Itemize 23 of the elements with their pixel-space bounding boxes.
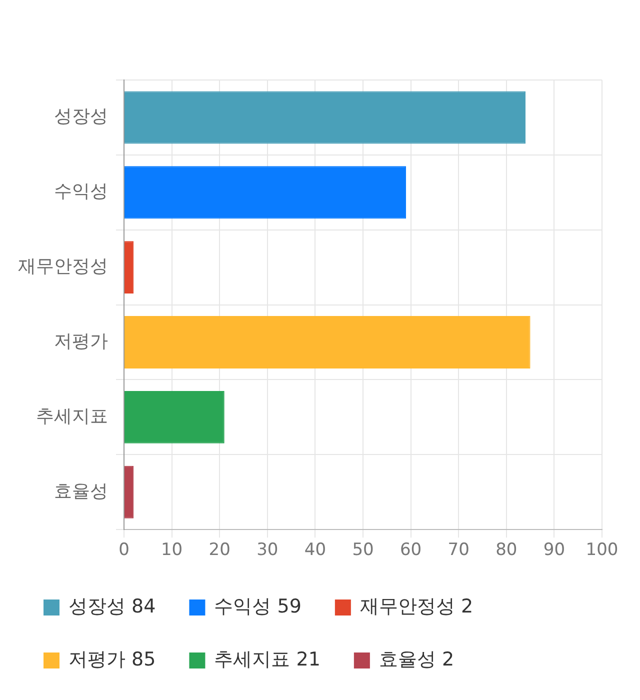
- x-tick-label: 30: [256, 540, 278, 560]
- y-tick-label: 추세지표: [36, 406, 108, 427]
- x-tick-label: 70: [448, 540, 470, 560]
- x-tick-label: 60: [400, 540, 422, 560]
- x-tick-label: 20: [208, 540, 230, 560]
- x-tick-label: 40: [304, 540, 326, 560]
- x-tick-label: 90: [543, 540, 566, 560]
- x-tick-label: 50: [352, 540, 374, 560]
- y-tick-label: 재무안정성: [18, 256, 108, 278]
- x-tick-label: 10: [160, 540, 183, 560]
- x-tick-label: 100: [586, 540, 618, 560]
- y-tick-label: 수익성: [54, 181, 108, 202]
- legend-label: 성장성 84: [68, 595, 156, 618]
- legend-label: 효율성 2: [378, 648, 454, 670]
- legend-label: 재무안정성 2: [360, 595, 474, 618]
- legend-label: 추세지표 21: [214, 648, 320, 670]
- y-tick-label: 저평가: [54, 330, 108, 352]
- x-tick-label: 80: [496, 540, 518, 560]
- y-tick-label: 성장성: [54, 106, 108, 128]
- y-tick-label: 효율성: [54, 480, 108, 502]
- x-tick-label: 0: [118, 540, 130, 560]
- legend-label: 저평가 85: [68, 648, 156, 670]
- legend-label: 수익성 59: [214, 595, 302, 618]
